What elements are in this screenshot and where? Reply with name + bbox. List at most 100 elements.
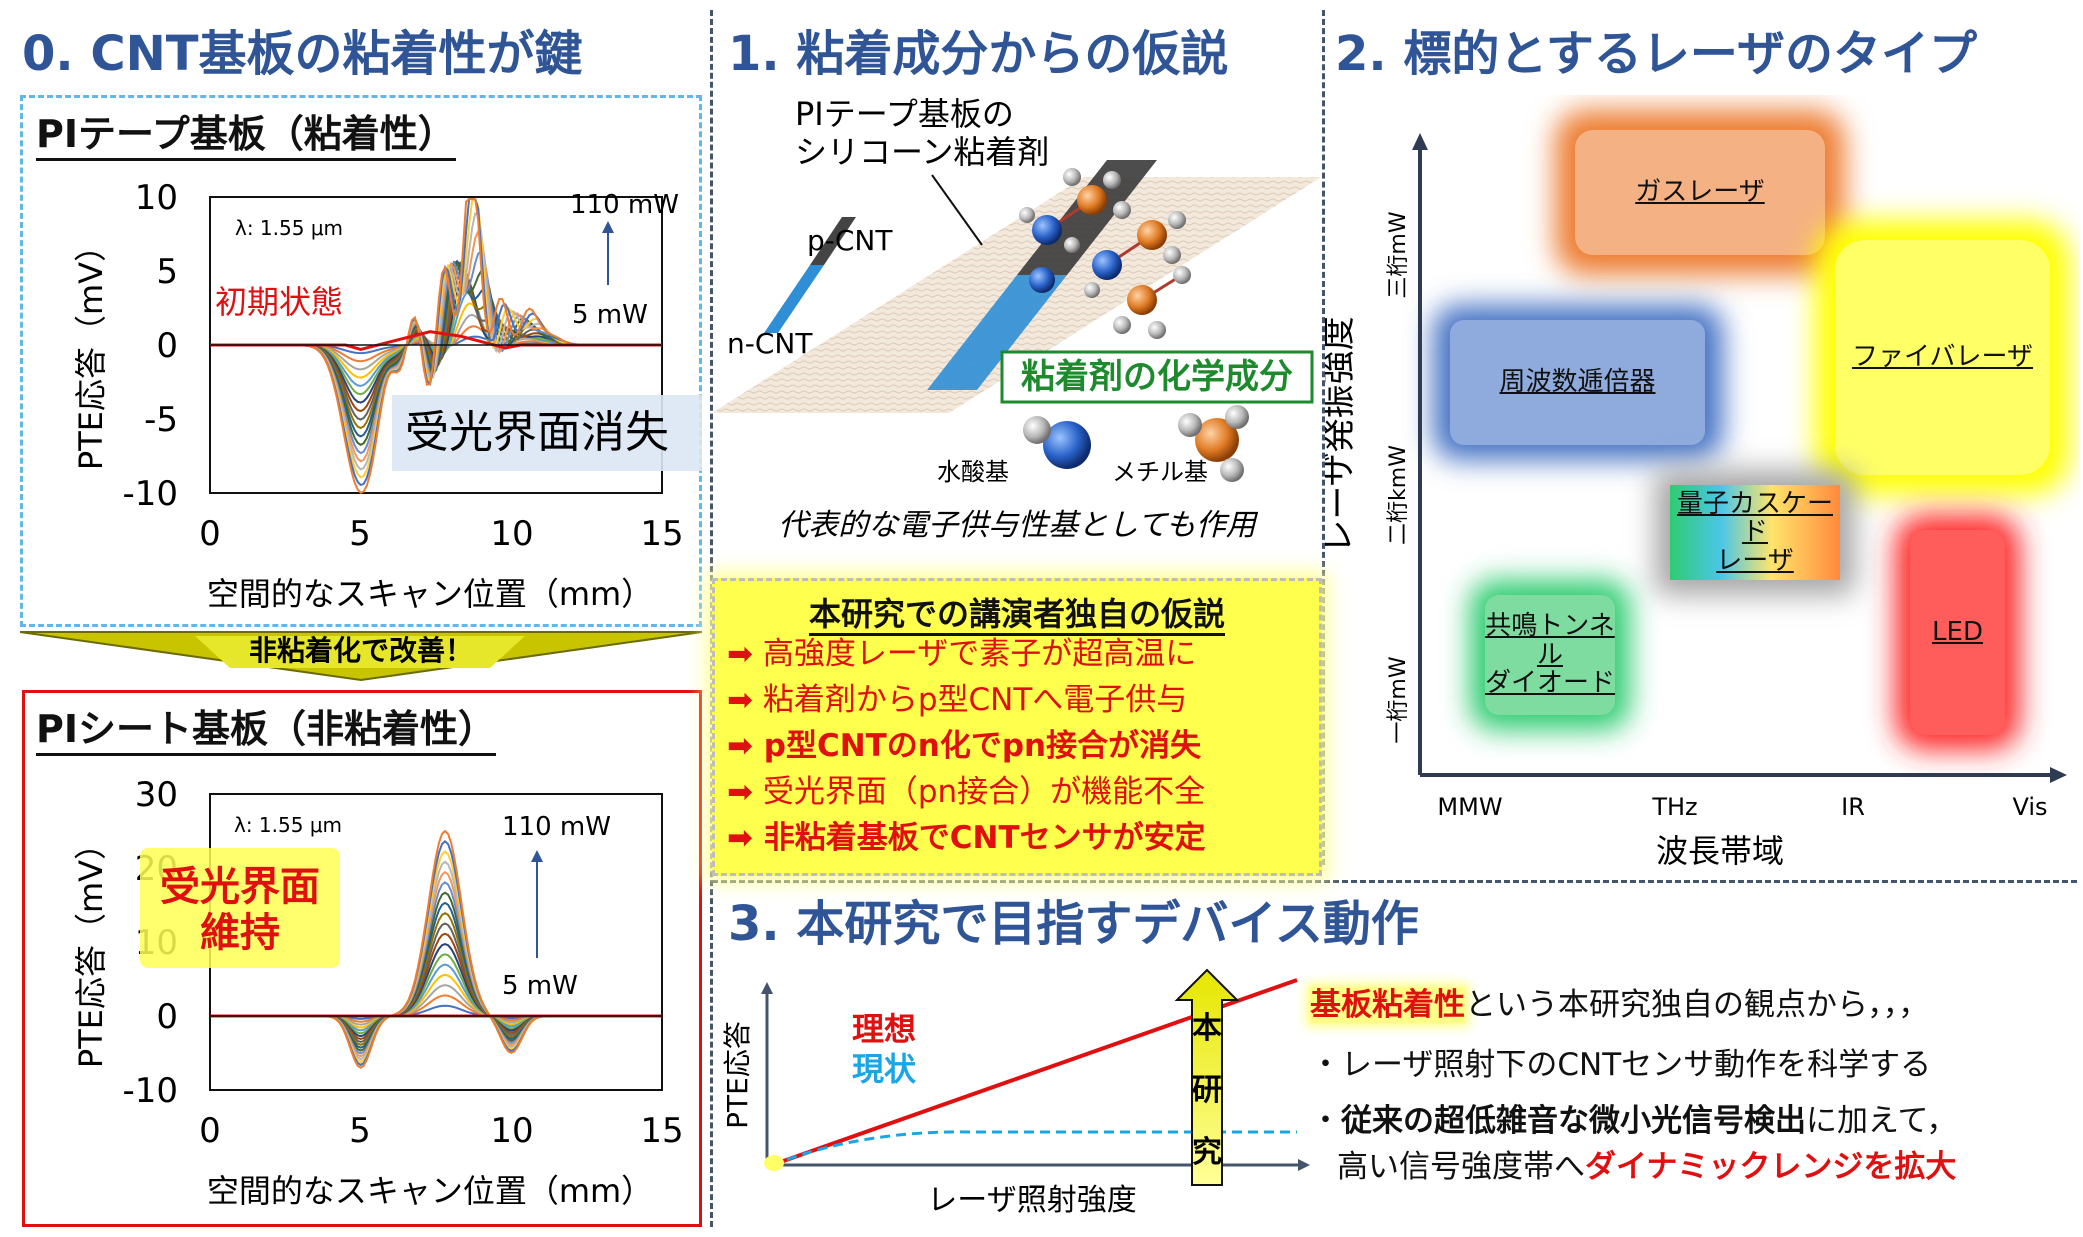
n-cnt-strip [927, 275, 1067, 390]
hydroxyl-label: 水酸基 [937, 458, 1009, 486]
origin-glow [764, 1155, 784, 1171]
y-tick-2digit: 二桁kmW [1386, 445, 1411, 545]
current-label: 現状 [852, 1050, 917, 1088]
improve-arrow-label: 非粘着化で改善！ [249, 634, 473, 667]
tape-heading: PIテープ基板（粘着性） [36, 112, 456, 161]
rtd-label-2: ダイオード [1485, 668, 1616, 699]
methyl-carbon [1195, 418, 1239, 462]
fiber-laser-label: ファイバレーザ [1852, 342, 2033, 373]
tape-loss-label: 受光界面消失 [405, 407, 669, 458]
qcl-label: 量子カスケード レーザ [1670, 485, 1840, 580]
sheet-ytick-30: 30 [135, 775, 178, 815]
led-label: LED [1932, 617, 1983, 648]
sheet-chart: 30 20 10 0 -10 0 5 10 15 PTE応答（mV） 空間的なス… [72, 775, 684, 1210]
tape-power-arrow-head [602, 221, 614, 233]
molecules-cluster [1019, 168, 1191, 339]
y-axis-arrow [1412, 133, 1428, 150]
sheet-heading: PIシート基板（非粘着性） [36, 707, 496, 756]
note-line-4-prefix: 高い信号強度帯へ [1337, 1149, 1585, 1185]
qcl-core [1670, 485, 1840, 580]
section0-title: 0. CNT基板の粘着性が鍵 [22, 26, 583, 82]
p-cnt-strip [1017, 160, 1157, 275]
sheet-xtick-5: 5 [349, 1111, 371, 1151]
device-operation-chart: PTE応答 レーザ照射強度 理想 現状 本 研 究 [721, 968, 1310, 1218]
note-line-1: 基板粘着性という本研究独自の観点から，，， [1310, 987, 1930, 1023]
sheet-keep-glow [140, 848, 340, 968]
hydroxyl-oxygen [1043, 421, 1091, 469]
tape-chart: 10 5 0 -5 -10 0 5 10 15 PTE応答（mV） 空間的なスキ… [72, 178, 702, 613]
tape-xlabel: 空間的なスキャン位置（mm） [207, 575, 653, 613]
chem-label: 粘着剤の化学成分 [1021, 357, 1293, 397]
sheet-xtick-0: 0 [199, 1111, 221, 1151]
hypothesis-item-5: ➡ 非粘着基板でCNTセンサが安定 [727, 820, 1206, 856]
sheet-power-arrow-head [531, 850, 543, 862]
hypothesis-item-1: ➡ 高強度レーザで素子が超高温に [727, 636, 1197, 672]
qcl-label-2: レーザ [1716, 545, 1794, 576]
gas-laser-label: ガスレーザ [1635, 177, 1765, 208]
methyl-hydrogen-3 [1220, 458, 1244, 482]
research-char-1: 本 [1192, 1011, 1222, 1046]
tape-ylabel: PTE応答（mV） [72, 230, 110, 470]
p-cnt-label: p-CNT [807, 224, 893, 257]
tape-loss-glow [392, 395, 702, 471]
sheet-keep-label-1: 受光界面 [160, 864, 320, 910]
sheet-xlabel: 空間的なスキャン位置（mm） [207, 1172, 653, 1210]
divider-bottom [712, 880, 2077, 883]
ideal-label: 理想 [852, 1010, 916, 1048]
tape-xtick-0: 0 [199, 514, 221, 554]
legend-p-cnt-strip [810, 217, 856, 265]
tape-power-high: 110 mW [570, 190, 679, 220]
sheet-lambda: λ: 1.55 μm [234, 813, 342, 837]
methyl-hydrogen-1 [1178, 413, 1202, 437]
op-x-axis-arrow [1298, 1159, 1310, 1171]
x-axis-label: 波長帯域 [1656, 832, 1784, 870]
note-line-4: 高い信号強度帯へダイナミックレンジを拡大 [1337, 1152, 1956, 1183]
op-y-axis-arrow [761, 982, 773, 994]
substrate-label-2: シリコーン粘着剤 [795, 133, 1049, 171]
x-axis-arrow [2050, 767, 2067, 783]
tape-power-low: 5 mW [572, 300, 648, 330]
y-tick-3digit: 三桁mW [1386, 211, 1411, 298]
tape-ytick-5: 5 [156, 252, 178, 292]
chem-label-box [1000, 350, 1314, 404]
divider-right [1322, 10, 1325, 865]
multiplier-label: 周波数逓倍器 [1499, 367, 1656, 398]
sheet-ylabel: PTE応答（mV） [72, 828, 110, 1068]
tape-xtick-15: 15 [640, 514, 683, 554]
substrate-pointer [931, 174, 983, 246]
cnt-illustration: p-CNT n-CNT PIテープ基板の シリコーン粘着剤 粘着剤の化学成分 水… [712, 95, 1322, 543]
divider-left [710, 10, 713, 1227]
hydroxyl-hydrogen [1023, 416, 1051, 444]
laser-map: レーザ発振強度 三桁mW 二桁kmW 一桁mW MMW THz IR Vis 波… [1325, 110, 2070, 870]
sheet-panel [22, 690, 702, 1227]
rtd-core [1485, 595, 1615, 715]
hypothesis-item-4: ➡ 受光界面（pn接合）が機能不全 [727, 774, 1206, 810]
sheet-ytick-m10: -10 [122, 1071, 178, 1111]
sheet-power-low: 5 mW [502, 971, 578, 1001]
rtd-label: 共鳴トンネル ダイオード [1485, 595, 1615, 715]
hypothesis-item-3: ➡ p型CNTのn化でpn接合が消失 [727, 728, 1202, 764]
methyl-hydrogen-2 [1225, 405, 1249, 429]
improve-arrow-label-bg [195, 636, 525, 668]
tape-initial-label: 初期状態 [215, 283, 343, 321]
op-x-label: レーザ照射強度 [927, 1183, 1136, 1218]
x-tick-mmw: MMW [1437, 793, 1502, 821]
substrate-label-1: PIテープ基板の [795, 95, 1014, 133]
hypothesis-item-2: ➡ 粘着剤からp型CNTへ電子供与 [727, 682, 1188, 718]
note-line-1-rest: という本研究独自の観点から，，， [1465, 987, 1930, 1023]
note-line-3: ・従来の超低雑音な微小光信号検出に加えて， [1310, 1106, 1957, 1137]
tape-lambda: λ: 1.55 μm [235, 216, 343, 240]
note-line-3-bullet: ・ [1310, 1103, 1341, 1139]
tape-xtick-10: 10 [490, 514, 533, 554]
hypothesis-box: 本研究での講演者独自の仮説 ➡ 高強度レーザで素子が超高温に ➡ 粘着剤からp型… [712, 578, 1322, 876]
tape-xtick-5: 5 [349, 514, 371, 554]
op-y-label: PTE応答 [721, 1021, 754, 1129]
note-line-2: ・レーザ照射下のCNTセンサ動作を科学する [1310, 1047, 1932, 1083]
tape-ytick-10: 10 [135, 178, 178, 218]
multiplier-core [1450, 320, 1705, 445]
y-axis-label: レーザ発振強度 [1325, 316, 1359, 553]
research-arrow [1174, 968, 1240, 1186]
tape-ytick-m5: -5 [144, 400, 178, 440]
current-line [771, 1130, 1297, 1167]
qcl-label-1: 量子カスケード [1676, 488, 1833, 548]
